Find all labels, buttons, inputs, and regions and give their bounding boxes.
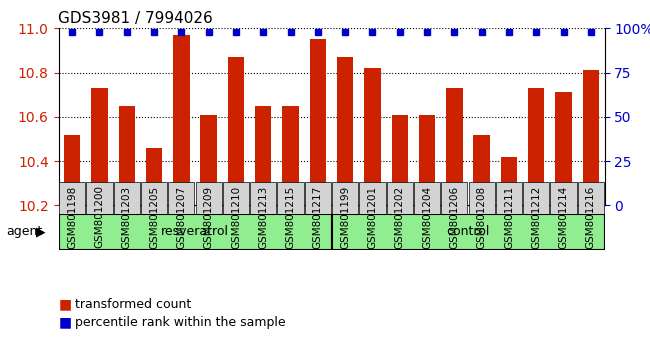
FancyBboxPatch shape bbox=[196, 182, 222, 214]
Text: GSM801199: GSM801199 bbox=[340, 185, 350, 249]
Text: ▶: ▶ bbox=[36, 225, 46, 238]
Bar bbox=[446, 88, 463, 354]
Text: agent: agent bbox=[6, 225, 43, 238]
Text: GDS3981 / 7994026: GDS3981 / 7994026 bbox=[58, 11, 213, 25]
Text: percentile rank within the sample: percentile rank within the sample bbox=[75, 316, 285, 329]
Text: GSM801211: GSM801211 bbox=[504, 185, 514, 249]
FancyBboxPatch shape bbox=[332, 182, 358, 214]
FancyBboxPatch shape bbox=[114, 182, 140, 214]
FancyBboxPatch shape bbox=[551, 182, 577, 214]
FancyBboxPatch shape bbox=[578, 182, 604, 214]
Text: GSM801206: GSM801206 bbox=[449, 185, 460, 249]
Bar bbox=[173, 35, 190, 354]
Bar bbox=[337, 57, 354, 354]
Text: GSM801200: GSM801200 bbox=[94, 185, 105, 249]
Bar bbox=[200, 115, 217, 354]
FancyBboxPatch shape bbox=[469, 182, 495, 214]
FancyBboxPatch shape bbox=[223, 182, 249, 214]
FancyBboxPatch shape bbox=[441, 182, 467, 214]
Bar bbox=[528, 88, 545, 354]
Text: GSM801210: GSM801210 bbox=[231, 185, 241, 249]
Text: GSM801202: GSM801202 bbox=[395, 185, 405, 249]
FancyBboxPatch shape bbox=[141, 182, 167, 214]
Text: GSM801215: GSM801215 bbox=[285, 185, 296, 249]
FancyBboxPatch shape bbox=[523, 182, 549, 214]
Bar bbox=[500, 156, 517, 354]
FancyBboxPatch shape bbox=[86, 182, 112, 214]
FancyBboxPatch shape bbox=[168, 182, 194, 214]
FancyBboxPatch shape bbox=[305, 182, 331, 214]
Bar bbox=[419, 115, 436, 354]
FancyBboxPatch shape bbox=[496, 182, 522, 214]
FancyBboxPatch shape bbox=[58, 214, 332, 250]
Bar bbox=[118, 106, 135, 354]
FancyBboxPatch shape bbox=[332, 214, 604, 250]
Text: GSM801214: GSM801214 bbox=[558, 185, 569, 249]
Text: transformed count: transformed count bbox=[75, 298, 191, 311]
FancyBboxPatch shape bbox=[387, 182, 413, 214]
FancyBboxPatch shape bbox=[250, 182, 276, 214]
Text: GSM801204: GSM801204 bbox=[422, 185, 432, 249]
Bar bbox=[227, 57, 244, 354]
Text: resveratrol: resveratrol bbox=[161, 225, 229, 238]
Bar bbox=[91, 88, 108, 354]
Bar bbox=[555, 92, 572, 354]
Text: GSM801217: GSM801217 bbox=[313, 185, 323, 249]
Text: ■: ■ bbox=[58, 297, 72, 312]
FancyBboxPatch shape bbox=[59, 182, 85, 214]
Text: GSM801209: GSM801209 bbox=[203, 185, 214, 249]
Text: GSM801216: GSM801216 bbox=[586, 185, 596, 249]
Text: GSM801205: GSM801205 bbox=[149, 185, 159, 249]
Text: GSM801203: GSM801203 bbox=[122, 185, 132, 249]
Text: control: control bbox=[447, 225, 489, 238]
Bar bbox=[64, 135, 81, 354]
Bar bbox=[473, 135, 490, 354]
Bar bbox=[255, 106, 272, 354]
Text: ■: ■ bbox=[58, 315, 72, 329]
Bar bbox=[309, 39, 326, 354]
Text: GSM801212: GSM801212 bbox=[531, 185, 541, 249]
Text: GSM801207: GSM801207 bbox=[176, 185, 187, 249]
Text: GSM801201: GSM801201 bbox=[367, 185, 378, 249]
Bar bbox=[282, 106, 299, 354]
FancyBboxPatch shape bbox=[414, 182, 440, 214]
Bar bbox=[391, 115, 408, 354]
Bar bbox=[582, 70, 599, 354]
Text: GSM801213: GSM801213 bbox=[258, 185, 268, 249]
Bar bbox=[364, 68, 381, 354]
Text: GSM801208: GSM801208 bbox=[476, 185, 487, 249]
FancyBboxPatch shape bbox=[278, 182, 304, 214]
Bar bbox=[146, 148, 162, 354]
FancyBboxPatch shape bbox=[359, 182, 385, 214]
Text: GSM801198: GSM801198 bbox=[67, 185, 77, 249]
